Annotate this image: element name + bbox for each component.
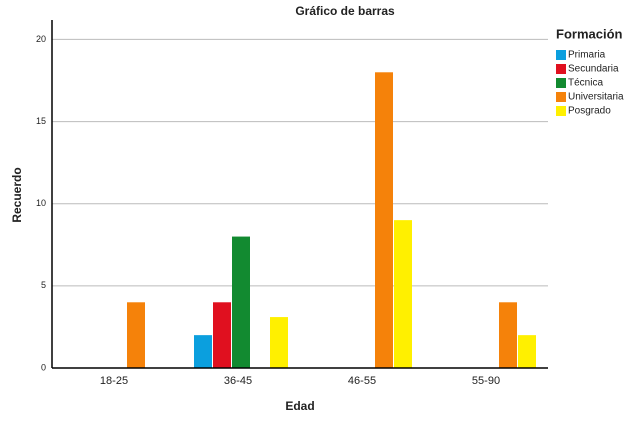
y-tick-label: 15 — [36, 116, 46, 126]
x-tick-label: 55-90 — [472, 375, 500, 387]
legend-swatch — [556, 78, 566, 88]
legend-title: Formación — [556, 26, 623, 41]
legend-label: Posgrado — [568, 106, 611, 117]
legend-swatch — [556, 92, 566, 102]
bar — [127, 302, 145, 368]
y-tick-label: 20 — [36, 34, 46, 44]
y-tick-label: 0 — [41, 362, 46, 372]
x-axis-label: Edad — [285, 399, 314, 413]
bar — [499, 302, 517, 368]
y-tick-label: 10 — [36, 198, 46, 208]
bar — [232, 236, 250, 368]
x-tick-label: 18-25 — [100, 375, 128, 387]
legend-label: Secundaria — [568, 64, 619, 75]
bar — [518, 335, 536, 368]
legend-swatch — [556, 106, 566, 116]
legend-label: Primaria — [568, 50, 606, 61]
bar — [375, 72, 393, 369]
bar — [213, 302, 231, 368]
y-tick-label: 5 — [41, 280, 46, 290]
x-tick-label: 36-45 — [224, 375, 252, 387]
x-tick-label: 46-55 — [348, 375, 376, 387]
chart-title: Gráfico de barras — [295, 4, 395, 18]
legend-label: Técnica — [568, 78, 603, 89]
legend-swatch — [556, 50, 566, 60]
legend-label: Universitaria — [568, 92, 624, 103]
bar — [270, 317, 288, 368]
bar — [194, 335, 212, 368]
y-axis-label: Recuerdo — [10, 167, 24, 222]
legend-swatch — [556, 64, 566, 74]
bar — [394, 220, 412, 368]
